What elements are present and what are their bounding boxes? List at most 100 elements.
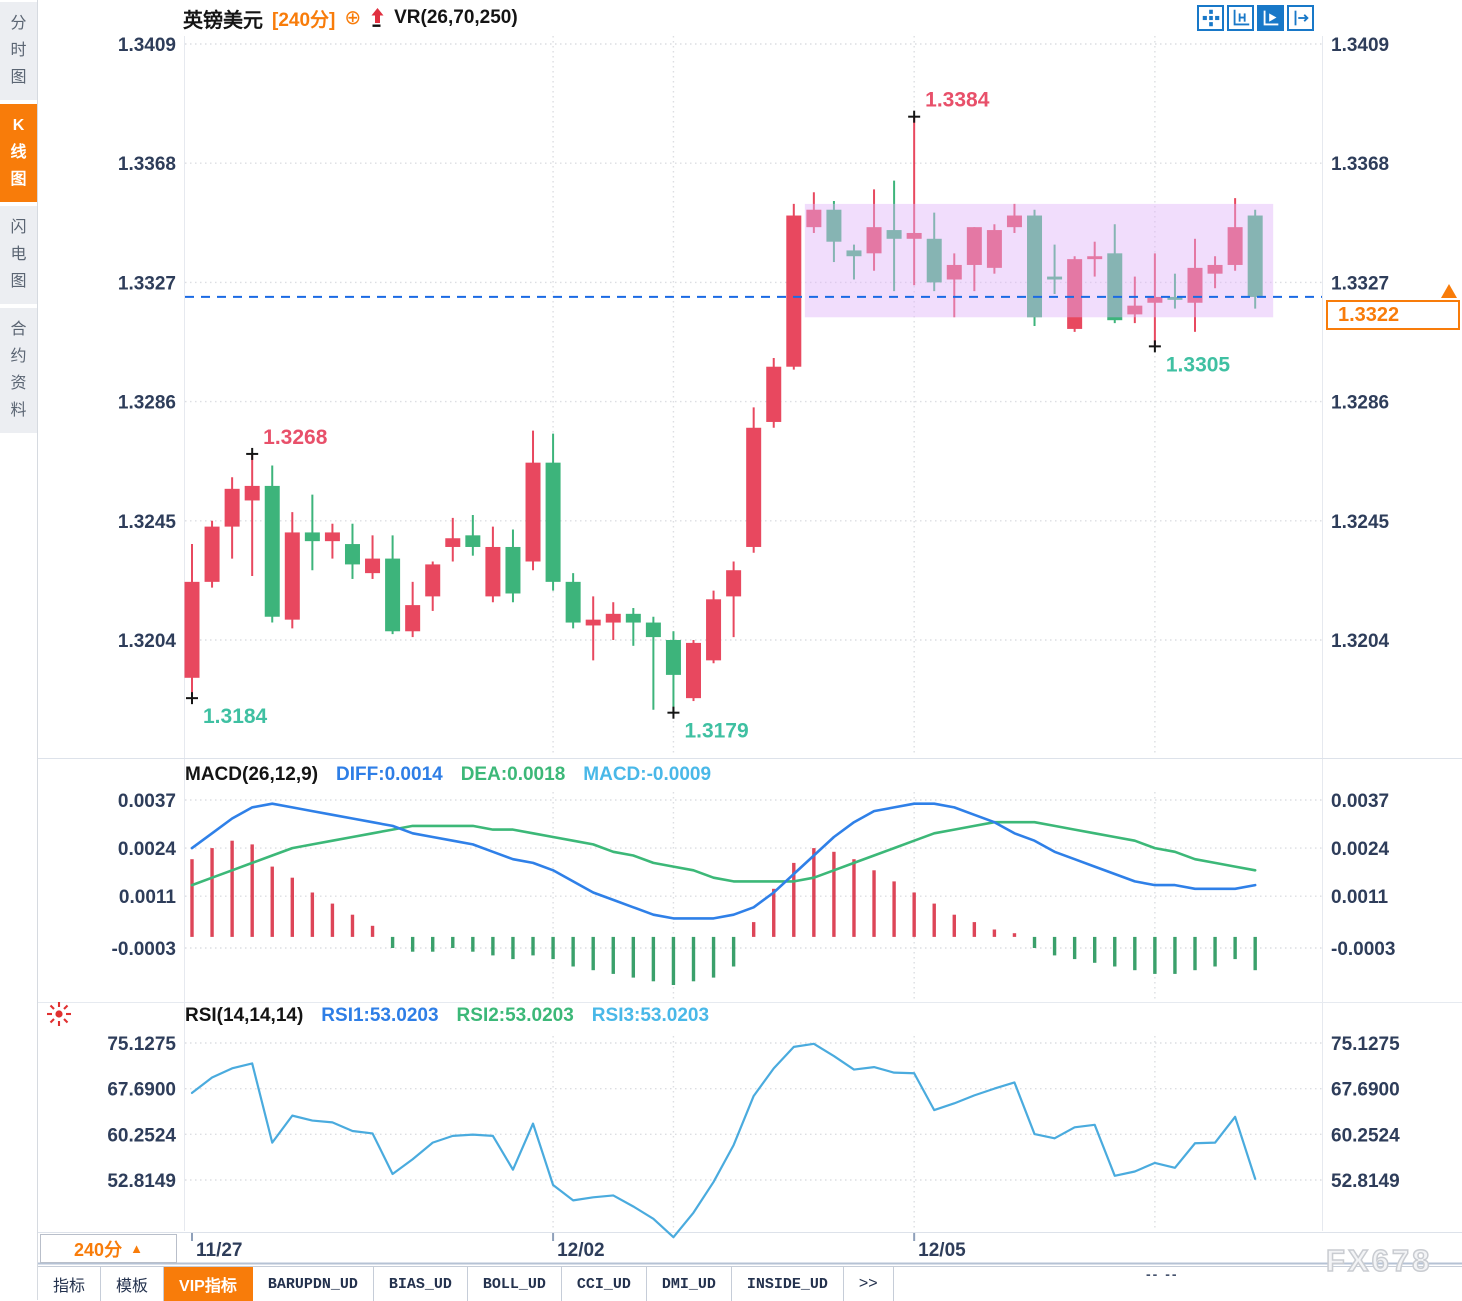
tab-CCI_UD[interactable]: CCI_UD bbox=[562, 1267, 647, 1301]
up-triangle-icon: ▲ bbox=[130, 1241, 143, 1256]
candle-body bbox=[746, 427, 762, 547]
indicator-settings-icon[interactable] bbox=[45, 1000, 73, 1028]
price-axis-label: 1.3286 bbox=[118, 393, 176, 414]
macd-hist-bar bbox=[631, 936, 636, 978]
rsi-axis-label: 60.2524 bbox=[107, 1125, 176, 1146]
macd-hist-bar bbox=[1012, 933, 1017, 937]
candle-body bbox=[385, 558, 401, 632]
macd-hist-bar bbox=[1113, 936, 1117, 967]
annotation-1.3305: 1.3305 bbox=[1166, 353, 1231, 376]
macd-hist-bar bbox=[511, 936, 515, 960]
pane-exit-icon[interactable] bbox=[1287, 5, 1314, 31]
macd-hist-bar bbox=[972, 922, 977, 937]
candle-body bbox=[324, 532, 340, 542]
candle-body bbox=[886, 230, 902, 239]
annotation-1.3184: 1.3184 bbox=[203, 705, 268, 728]
candle-body bbox=[686, 642, 701, 699]
macd-hist-bar bbox=[1093, 936, 1097, 963]
macd-macd-value: MACD:-0.0009 bbox=[583, 764, 712, 785]
tab-BARUPDN_UD[interactable]: BARUPDN_UD bbox=[253, 1267, 374, 1301]
macd-hist-bar bbox=[310, 892, 315, 937]
axis-adjust-icon[interactable] bbox=[1227, 5, 1254, 31]
rsi-axis-label: 60.2524 bbox=[1331, 1125, 1400, 1146]
sidebar-item-char: 资 bbox=[10, 375, 27, 392]
macd-hist-bar bbox=[270, 866, 274, 937]
candle-body bbox=[304, 532, 320, 542]
candle-body bbox=[585, 619, 601, 626]
tab->>[interactable]: >> bbox=[844, 1267, 894, 1301]
tab-INSIDE_UD[interactable]: INSIDE_UD bbox=[732, 1267, 844, 1301]
candle-body bbox=[946, 264, 962, 280]
candle-body bbox=[1247, 215, 1263, 297]
axis-play-icon[interactable] bbox=[1257, 5, 1284, 31]
symbol-title: 英镑美元 bbox=[183, 9, 263, 32]
macd-header: MACD(26,12,9) DIFF:0.0014 DEA:0.0018 MAC… bbox=[185, 764, 711, 786]
macd-hist-bar bbox=[671, 936, 676, 985]
annotation-1.3179: 1.3179 bbox=[684, 720, 748, 743]
up-arrow-icon bbox=[371, 8, 384, 27]
candle-body bbox=[986, 230, 1002, 268]
candle-body bbox=[425, 564, 441, 597]
candle-body bbox=[1047, 276, 1063, 280]
candle-body bbox=[344, 544, 360, 565]
sidebar-item-分时图[interactable]: 分时图 bbox=[0, 2, 37, 100]
price-axis-label: 1.3245 bbox=[1331, 512, 1390, 533]
macd-hist-bar bbox=[691, 936, 696, 982]
rsi-axis-label: 75.1275 bbox=[1331, 1034, 1400, 1055]
partial-text: -- -- bbox=[1146, 1266, 1179, 1282]
macd-hist-bar bbox=[731, 936, 736, 967]
macd-hist-bar bbox=[1052, 936, 1057, 956]
sidebar-item-合约资料[interactable]: 合约资料 bbox=[0, 308, 37, 433]
candle-body bbox=[184, 581, 200, 678]
candle-body bbox=[1147, 296, 1163, 303]
tab-VIP指标[interactable]: VIP指标 bbox=[164, 1267, 253, 1301]
macd-hist-bar bbox=[531, 936, 535, 956]
x-axis-date: 12/05 bbox=[918, 1240, 966, 1261]
x-axis: 11/27 12/02 12/05 bbox=[191, 1233, 966, 1261]
macd-hist-bar bbox=[551, 936, 555, 960]
macd-hist-bar bbox=[451, 936, 455, 948]
candle-body bbox=[264, 485, 280, 617]
period-label[interactable]: [240分] bbox=[272, 9, 336, 31]
sidebar-item-闪电图[interactable]: 闪电图 bbox=[0, 206, 37, 304]
macd-diff-line bbox=[190, 802, 1257, 920]
rsi-name: RSI(14,14,14) bbox=[185, 1005, 304, 1026]
price-up-triangle-icon bbox=[1441, 284, 1457, 298]
period-selector[interactable]: 240分 ▲ bbox=[40, 1234, 177, 1263]
rsi-series bbox=[190, 1042, 1257, 1239]
macd-dea-value: DEA:0.0018 bbox=[460, 764, 566, 785]
macd-hist-bar bbox=[190, 859, 194, 937]
tab-BIAS_UD[interactable]: BIAS_UD bbox=[374, 1267, 468, 1301]
candle-body bbox=[224, 488, 240, 527]
candlestick-series bbox=[184, 116, 1263, 713]
price-axis-label: 1.3245 bbox=[118, 512, 177, 533]
macd-hist-bar bbox=[1032, 936, 1037, 948]
tab-指标[interactable]: 指标 bbox=[38, 1267, 102, 1301]
rsi2-value: RSI2:53.0203 bbox=[456, 1005, 574, 1026]
circled-plus-icon[interactable]: ⊕ bbox=[344, 7, 362, 29]
candle-body bbox=[1107, 253, 1123, 321]
chart-toolbar bbox=[1197, 5, 1314, 31]
candle-body bbox=[866, 227, 882, 254]
macd-hist-bar bbox=[591, 936, 595, 971]
macd-hist-bar bbox=[230, 840, 234, 937]
candle-body bbox=[204, 526, 220, 582]
macd-dea-line bbox=[190, 820, 1257, 887]
macd-hist-bar bbox=[912, 892, 916, 937]
candle-body bbox=[365, 558, 381, 574]
macd-hist-bar bbox=[792, 862, 796, 937]
macd-hist-bar bbox=[1072, 936, 1077, 960]
tab-DMI_UD[interactable]: DMI_UD bbox=[647, 1267, 732, 1301]
macd-hist-bar bbox=[651, 936, 656, 982]
macd-hist-bar bbox=[1233, 936, 1237, 960]
sidebar-item-char: 合 bbox=[10, 321, 27, 338]
macd-hist-bar bbox=[1133, 936, 1137, 971]
tab-BOLL_UD[interactable]: BOLL_UD bbox=[468, 1267, 562, 1301]
candle-body bbox=[525, 462, 541, 562]
candle-body bbox=[1006, 215, 1022, 228]
consolidation-zone bbox=[804, 203, 1274, 318]
tab-模板[interactable]: 模板 bbox=[101, 1267, 165, 1301]
crosshair-icon[interactable] bbox=[1197, 5, 1224, 31]
